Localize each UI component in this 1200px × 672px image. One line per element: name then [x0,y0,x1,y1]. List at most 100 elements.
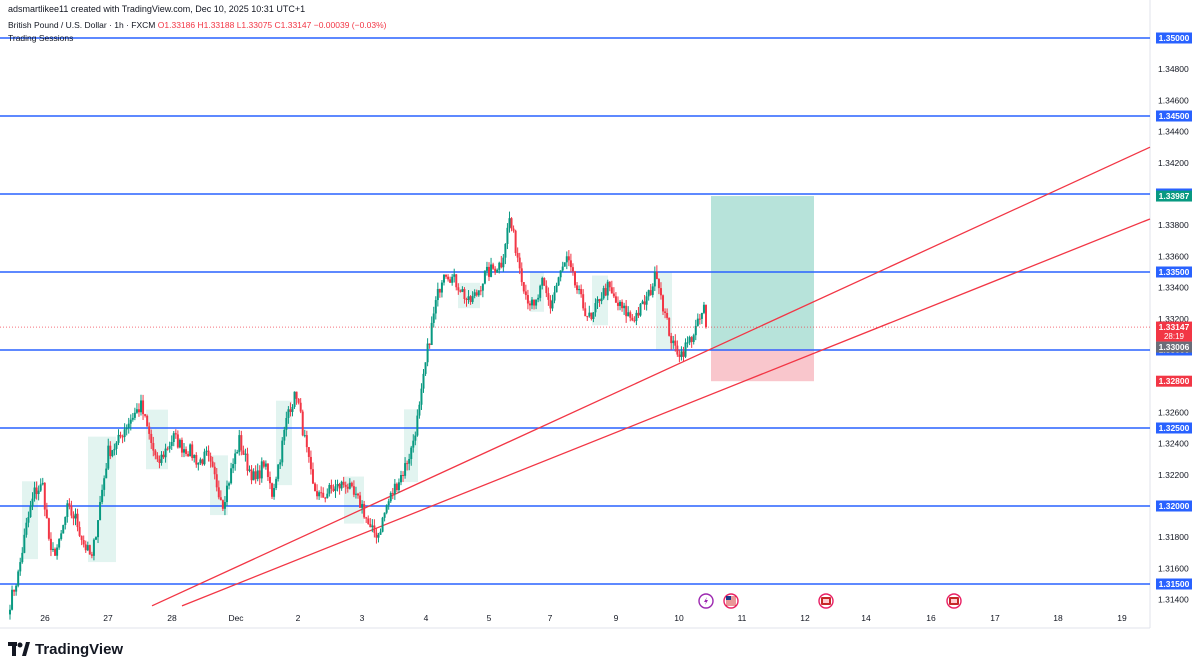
candle-body [123,429,126,437]
candle-body [213,466,216,475]
candle-body [539,285,542,298]
candle-body [99,502,102,521]
candle-body [268,477,271,484]
candle-body [705,304,707,328]
candle-body [129,419,132,424]
candle-body [432,313,435,323]
candle-body [553,292,556,301]
candle-body [438,289,441,293]
candle-body [219,497,222,501]
candle-body [113,448,116,451]
candle-body [223,502,226,509]
candle-body [688,337,691,343]
candle-body [180,439,183,453]
candle-body [385,505,388,513]
x-tick-label: 11 [738,613,747,623]
candle-body [242,450,245,455]
candle-body [488,266,491,277]
candle-body [248,469,251,471]
candle-body [234,453,237,465]
candle-body [27,517,30,523]
symbol-legend[interactable]: British Pound / U.S. Dollar · 1h · FXCM … [8,20,387,30]
candle-body [41,482,44,485]
candle-body [651,286,654,295]
candle-body [616,302,619,306]
candle-body [690,337,693,342]
candle-body [107,445,110,469]
candle-body [449,279,452,283]
candle-body [354,493,357,495]
candle-body [295,391,298,399]
eu-flag-icon [946,593,962,609]
candle-body [412,440,415,448]
candle-body [600,298,603,302]
candle-body [522,282,525,292]
candle-body [9,609,11,615]
candle-body [146,415,149,427]
candle-body [346,486,349,489]
candle-body [700,312,703,319]
candle-body [510,218,513,229]
candle-body [324,497,327,499]
candle-body [348,482,351,489]
tradingview-logo[interactable]: TradingView [8,636,123,662]
level-label-box [1156,578,1192,590]
candle-body [336,483,339,487]
candle-body [121,436,124,438]
candle-body [191,444,194,459]
candle-body [43,482,46,510]
candle-body [477,290,480,296]
indicator-legend[interactable]: Trading Sessions [8,33,74,43]
candle-body [84,544,87,551]
candle-body [381,517,384,532]
candle-body [137,409,140,413]
candle-body [686,342,689,344]
candle-body [90,554,93,556]
candle-body [694,325,697,336]
x-tick-label: 27 [103,613,113,623]
candle-body [305,435,308,448]
candle-body [494,268,497,273]
candle-body [314,483,317,492]
current-price-label: 1.33147 [1159,322,1190,332]
y-tick-label: 1.31800 [1158,532,1189,542]
candle-body [528,303,531,306]
candle-body [541,277,544,286]
candle-body [338,483,341,489]
candle-body [436,289,439,301]
candle-body [545,285,548,294]
stop-price-label-box [1156,375,1192,387]
candle-body [236,451,239,454]
countdown-label: 28:19 [1164,332,1185,341]
candle-body [205,450,208,452]
session-box [404,409,418,483]
candle-body [264,463,267,467]
candle-body [352,486,355,495]
candle-body [262,461,265,467]
candle-body [610,287,613,294]
y-tick-label: 1.33400 [1158,283,1189,293]
candle-body [408,459,411,464]
candle-body [420,388,423,405]
candle-body [58,539,61,548]
candle-body [92,539,95,556]
ohlc-values: O1.33186 H1.33188 L1.33075 C1.33147 −0.0… [157,20,387,30]
candle-body [434,300,437,314]
candle-body [631,317,634,321]
candle-body [166,448,169,450]
candle-body [15,585,18,592]
candle-body [13,589,16,592]
candle-body [328,484,331,494]
candle-body [621,301,624,309]
candle-body [387,501,390,506]
candle-body [590,312,593,319]
candle-body [170,442,173,446]
trendline [181,218,1151,607]
candle-body [557,277,560,286]
candle-body [94,537,97,540]
candle-body [211,461,214,467]
symbol-name[interactable]: British Pound / U.S. Dollar · 1h · FXCM [8,20,156,30]
x-tick-label: 28 [167,613,177,623]
